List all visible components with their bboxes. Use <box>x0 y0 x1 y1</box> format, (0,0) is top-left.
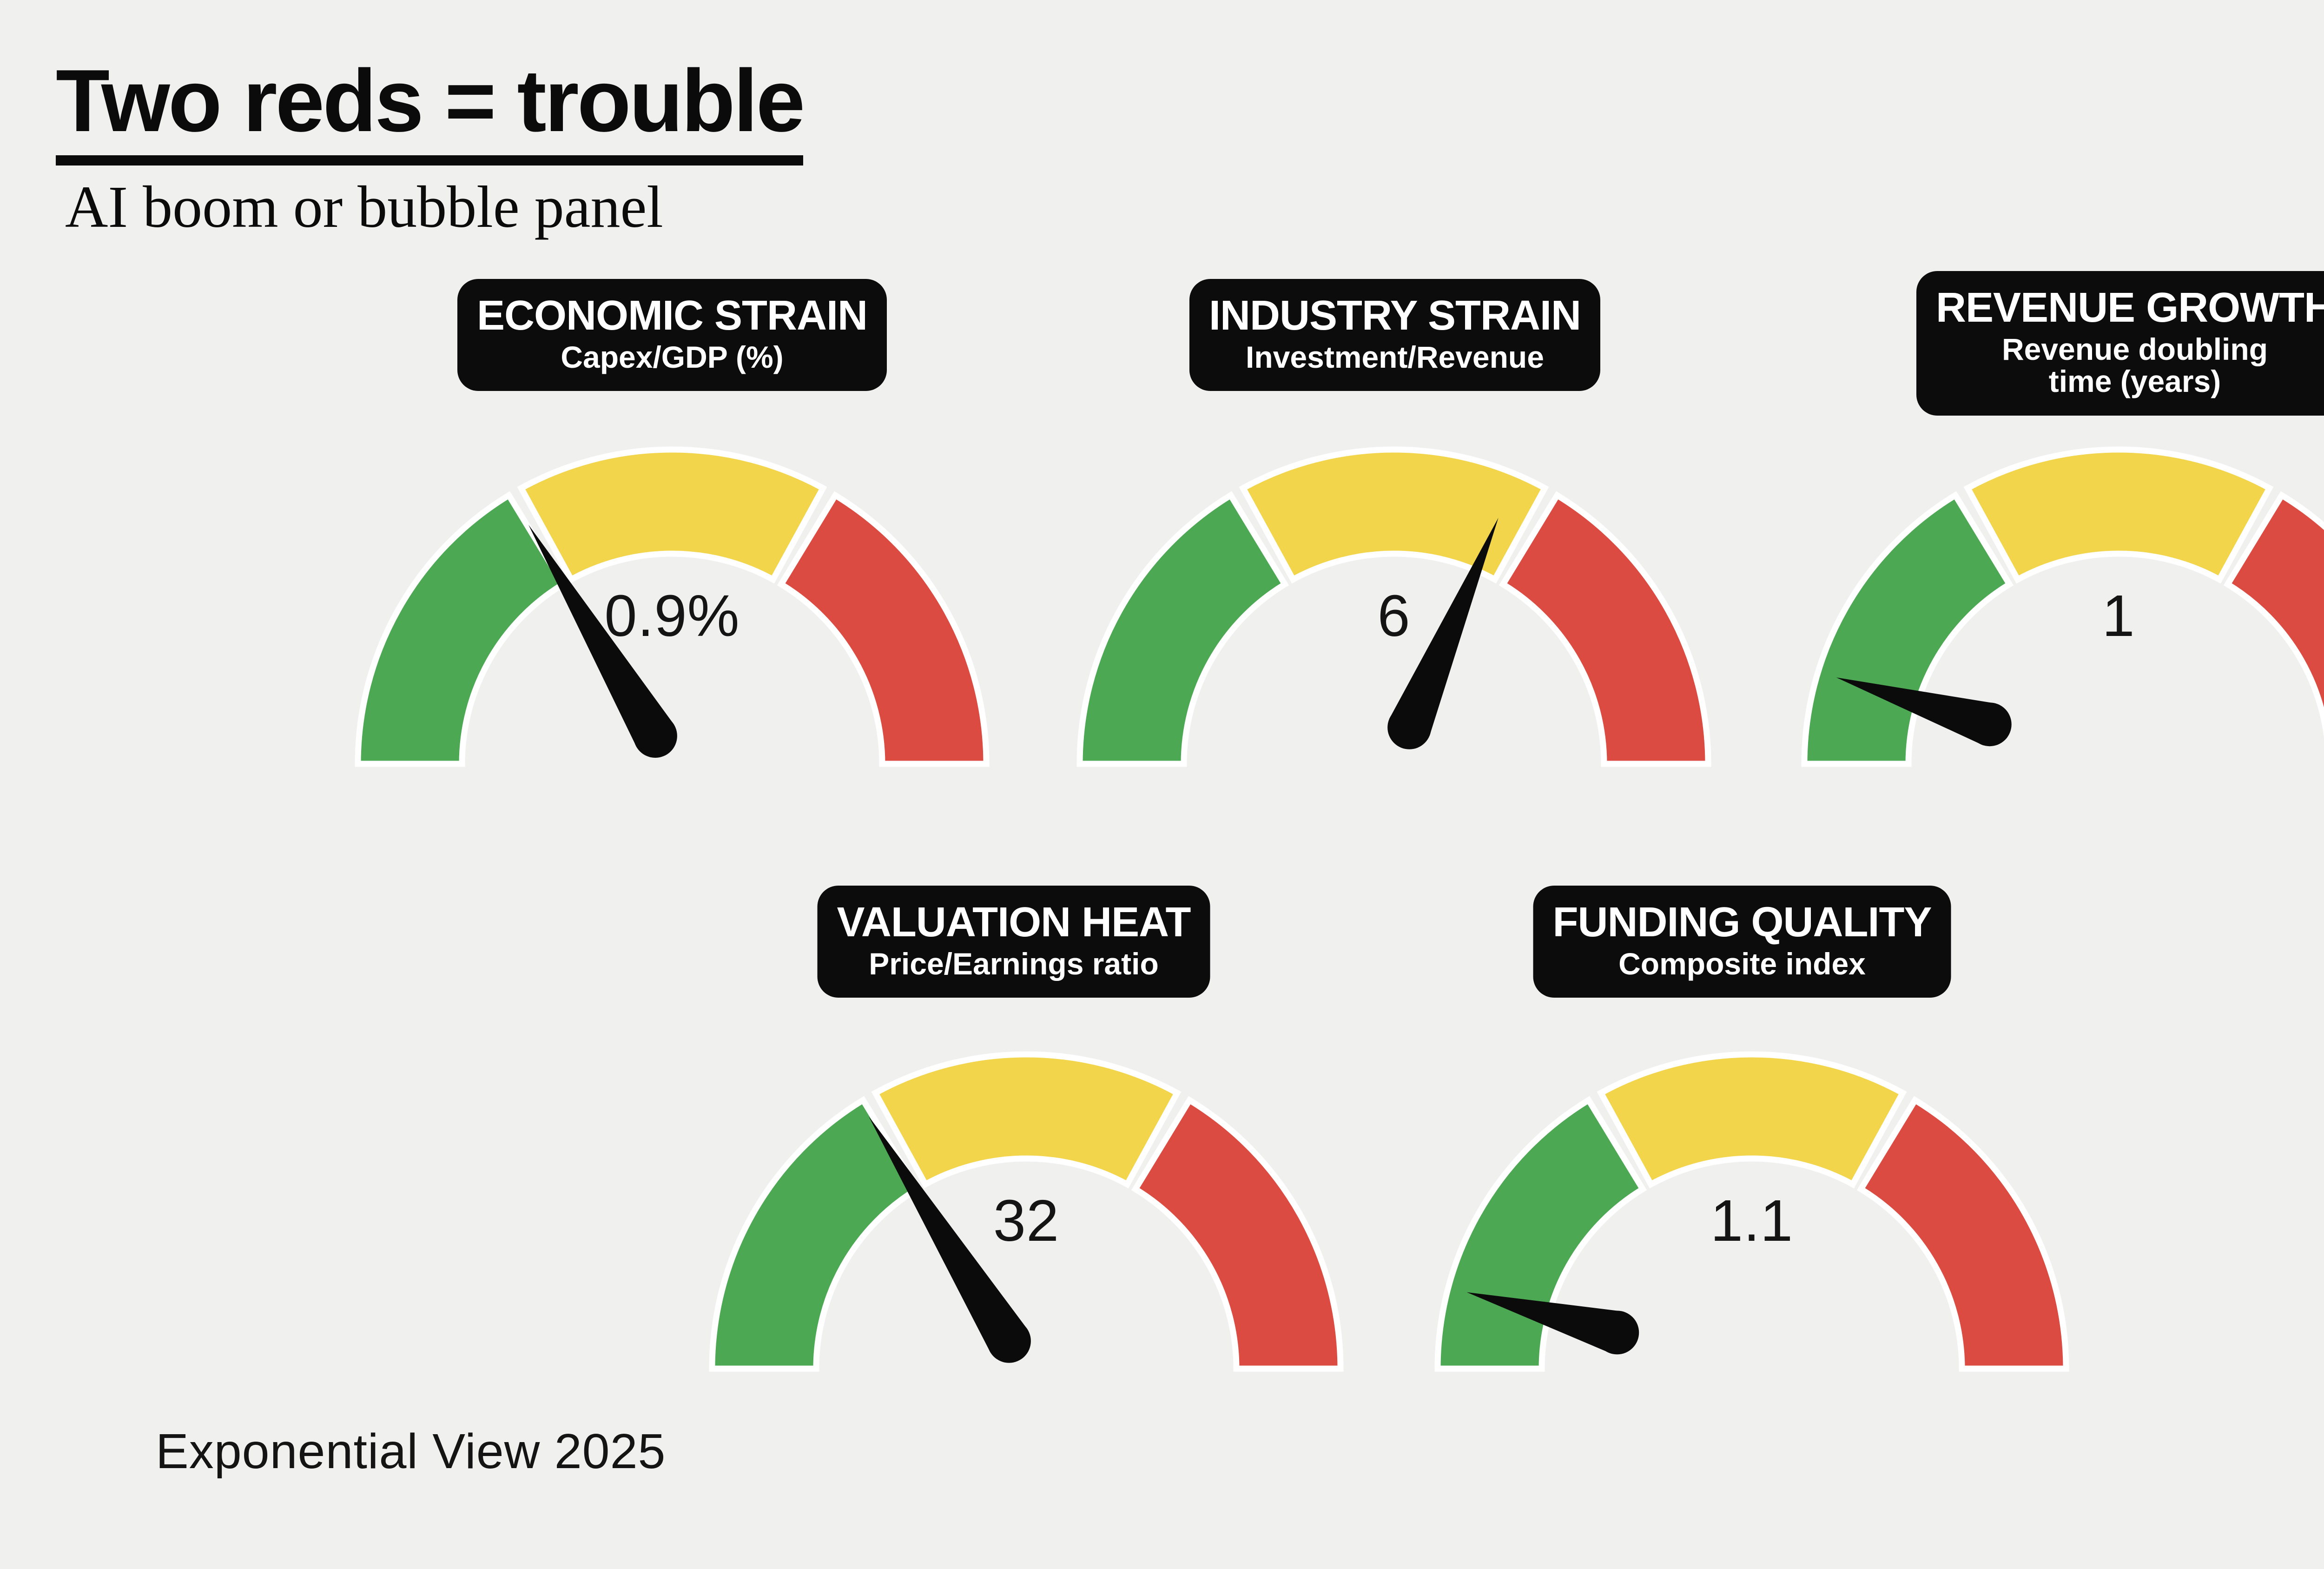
gauge-value-valuation-heat: 32 <box>993 1188 1060 1253</box>
gauge-dial-revenue-growth <box>1801 446 2324 767</box>
gauge-dial-valuation-heat <box>709 1051 1344 1372</box>
gauge-needle-base <box>1595 1311 1639 1355</box>
footer-credit: Exponential View 2025 <box>156 1424 666 1479</box>
gauge-needle-base <box>1967 702 2012 747</box>
gauge-needle <box>1466 1292 1623 1354</box>
gauge-value-industry-strain: 6 <box>1377 583 1411 649</box>
gauge-label-valuation-heat: VALUATION HEAT Price/Earnings ratio <box>817 886 1210 998</box>
gauge-value-revenue-growth: 1 <box>2102 583 2135 649</box>
gauge-title: VALUATION HEAT <box>837 899 1191 946</box>
gauge-zone-red <box>777 491 990 767</box>
gauge-dial-economic-strain <box>355 446 990 767</box>
gauge-needle <box>1836 677 1996 746</box>
gauge-label-economic-strain: ECONOMIC STRAIN Capex/GDP (%) <box>457 279 887 391</box>
gauge-dial-industry-strain <box>1076 446 1711 767</box>
gauge-needle-base <box>633 714 677 758</box>
page-subtitle: AI boom or bubble panel <box>65 174 663 240</box>
gauge-zone-red <box>1499 491 1711 767</box>
gauge-zone-red <box>2223 491 2324 738</box>
gauge-zone-green <box>1076 491 1289 767</box>
gauge-zone-yellow <box>1597 1051 1907 1189</box>
gauge-subtitle: Composite index <box>1618 947 1866 981</box>
gauge-zone-yellow <box>1963 446 2274 584</box>
gauge-needle <box>528 524 674 748</box>
page-title: Two reds = trouble <box>56 54 805 166</box>
gauge-subtitle: Investment/Revenue <box>1246 340 1544 374</box>
gauge-zone-yellow <box>871 1051 1182 1189</box>
gauge-subtitle: Revenue doubling time (years) <box>2001 332 2268 399</box>
gauge-subtitle: Capex/GDP (%) <box>561 340 784 374</box>
gauge-needle <box>868 1116 1028 1353</box>
gauge-label-revenue-growth: REVENUE GROWTH Revenue doubling time (ye… <box>1916 271 2324 416</box>
gauge-zone-green <box>709 1096 922 1372</box>
gauge-label-industry-strain: INDUSTRY STRAIN Investment/Revenue <box>1189 279 1601 391</box>
gauge-title: ECONOMIC STRAIN <box>477 292 868 339</box>
gauge-value-economic-strain: 0.9% <box>604 583 740 649</box>
gauge-zone-green <box>355 491 568 767</box>
gauge-zone-yellow <box>1239 446 1549 584</box>
gauge-needle-base <box>1387 705 1432 749</box>
gauge-zone-red <box>1856 1096 2069 1372</box>
gauge-subtitle: Price/Earnings ratio <box>869 947 1159 981</box>
gauge-label-funding-quality: FUNDING QUALITY Composite index <box>1533 886 1951 998</box>
gauge-value-funding-quality: 1.1 <box>1710 1188 1794 1253</box>
gauge-title: FUNDING QUALITY <box>1552 899 1932 946</box>
gauge-needle <box>1389 517 1499 736</box>
gauge-title: REVENUE GROWTH <box>1935 285 2324 331</box>
gauge-title: INDUSTRY STRAIN <box>1208 292 1581 339</box>
gauge-needle-base <box>987 1319 1031 1363</box>
gauge-zone-yellow <box>517 446 827 584</box>
gauge-dial-funding-quality <box>1434 1051 2069 1372</box>
gauge-zone-red <box>1131 1096 1344 1372</box>
